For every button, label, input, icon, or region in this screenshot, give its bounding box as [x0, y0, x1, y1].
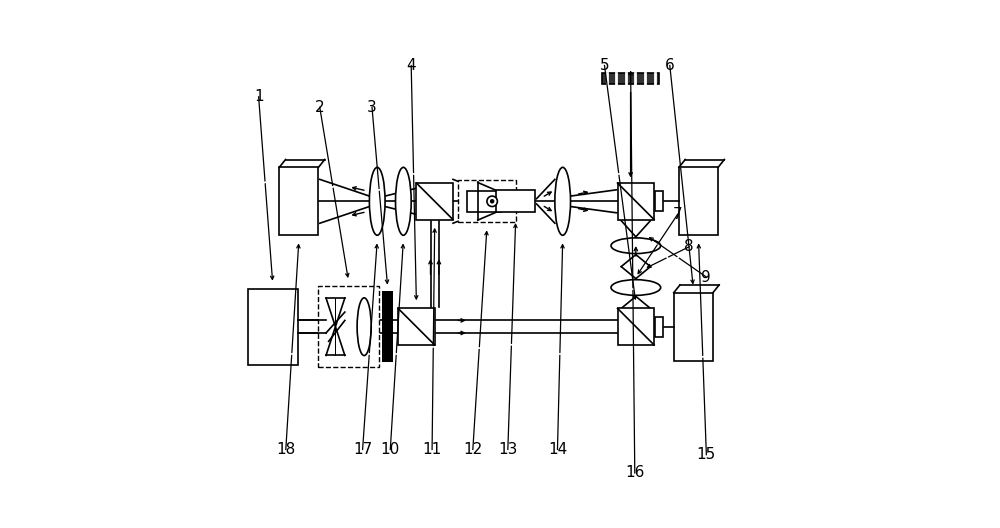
Ellipse shape [611, 280, 661, 295]
Text: 10: 10 [381, 442, 400, 457]
Text: 16: 16 [625, 466, 644, 480]
Bar [496, 190, 535, 212]
Text: 8: 8 [684, 239, 694, 254]
Ellipse shape [369, 167, 385, 235]
Bar [467, 191, 501, 212]
Bar [618, 183, 654, 220]
Text: 4: 4 [406, 58, 416, 73]
Text: 12: 12 [463, 442, 482, 457]
Text: 18: 18 [276, 442, 295, 457]
Bar [382, 291, 393, 362]
Ellipse shape [396, 167, 411, 235]
Ellipse shape [611, 238, 661, 253]
Bar [602, 73, 659, 84]
Text: 1: 1 [254, 89, 263, 105]
Text: 2: 2 [315, 100, 325, 115]
Text: 7: 7 [673, 207, 682, 222]
Bar [655, 191, 663, 211]
Bar [618, 308, 654, 345]
Bar [655, 317, 663, 337]
Bar [279, 167, 318, 235]
Text: 3: 3 [367, 100, 377, 115]
Text: 15: 15 [697, 447, 716, 462]
Text: 5: 5 [600, 58, 609, 73]
Bar [679, 167, 718, 235]
Text: 9: 9 [701, 270, 711, 285]
Bar [416, 183, 453, 220]
Text: 11: 11 [422, 442, 442, 457]
Circle shape [487, 196, 497, 206]
Text: 14: 14 [548, 442, 567, 457]
Circle shape [491, 200, 494, 203]
Bar [398, 308, 435, 345]
Text: 13: 13 [498, 442, 518, 457]
Text: 6: 6 [665, 58, 675, 73]
Ellipse shape [555, 167, 571, 235]
Bar [318, 286, 379, 367]
Ellipse shape [357, 298, 371, 355]
Bar [674, 293, 713, 361]
Text: 17: 17 [353, 442, 372, 457]
Bar [458, 181, 516, 222]
Bar [248, 289, 298, 364]
